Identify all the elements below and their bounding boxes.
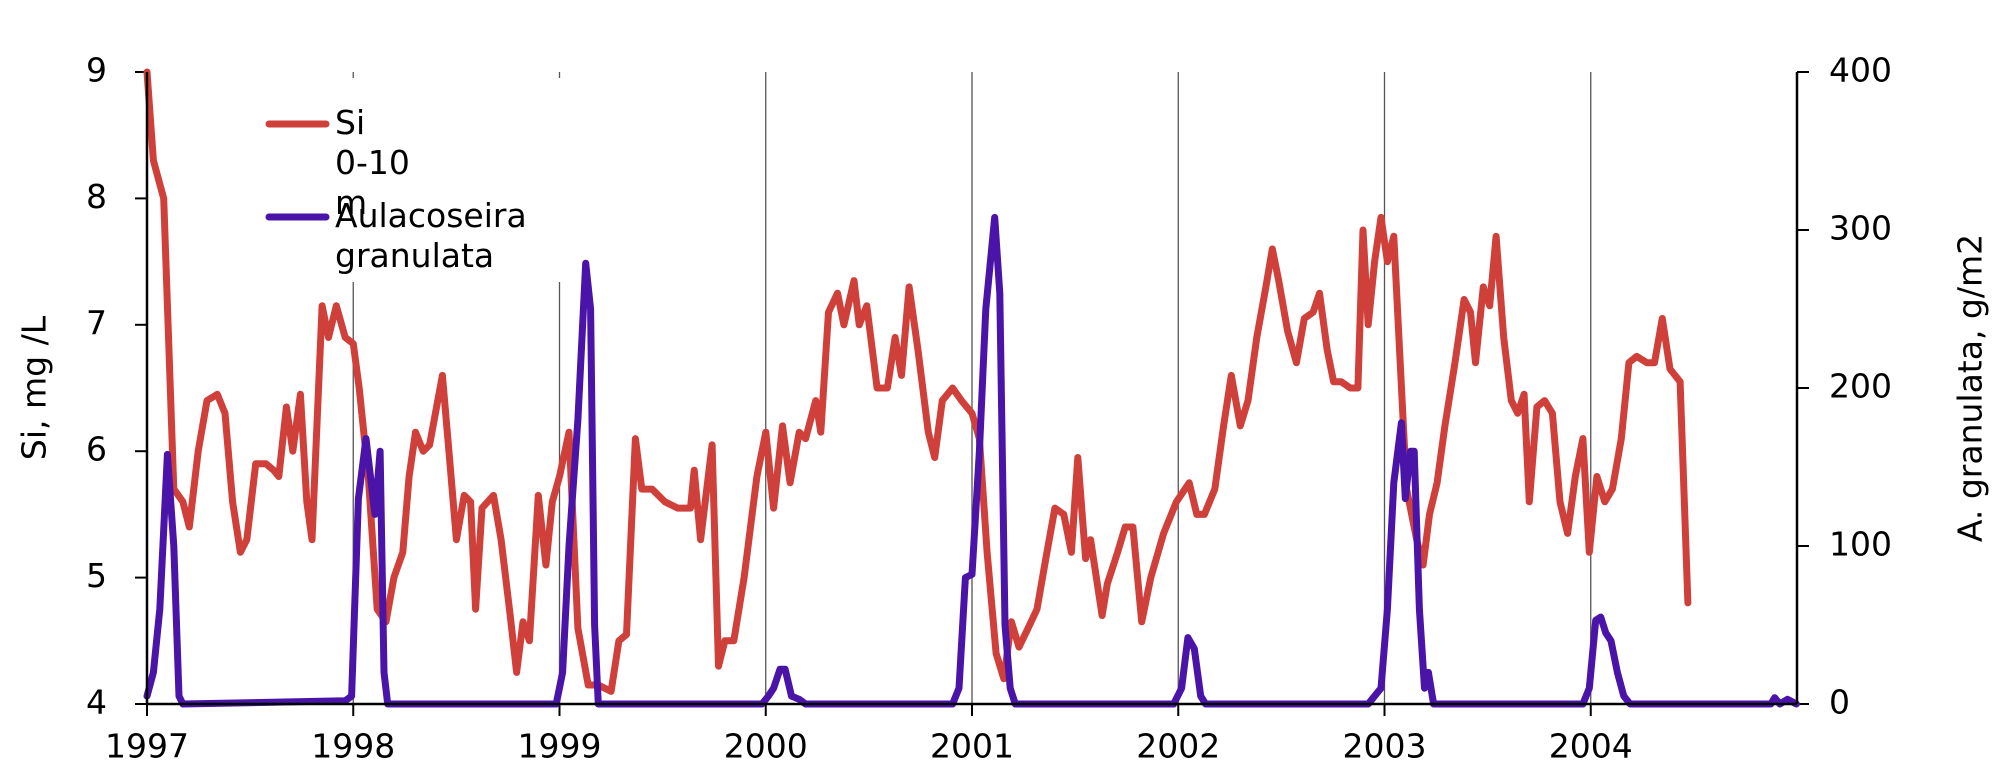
y-tick-label: 4 bbox=[86, 683, 107, 722]
y-tick-label: 7 bbox=[86, 303, 107, 342]
y2-tick-label: 300 bbox=[1829, 209, 1892, 248]
y2-axis-title: A. granulata, g/m2 bbox=[1951, 234, 1990, 542]
data-line bbox=[143, 213, 1800, 708]
y-tick-label: 8 bbox=[86, 177, 107, 216]
data-line bbox=[143, 68, 1692, 695]
x-tick-label: 2001 bbox=[930, 727, 1014, 766]
x-tick-label: 2002 bbox=[1136, 727, 1220, 766]
y2-tick-label: 0 bbox=[1829, 683, 1850, 722]
legend-label: Si 0-10 m bbox=[335, 103, 410, 222]
x-tick-label: 1998 bbox=[311, 727, 395, 766]
y-axis-title: Si, mg /L bbox=[15, 315, 54, 460]
x-tick-label: 1997 bbox=[105, 727, 189, 766]
y-tick-label: 9 bbox=[86, 51, 107, 90]
y2-tick-label: 200 bbox=[1829, 367, 1892, 406]
x-tick-label: 1999 bbox=[518, 727, 602, 766]
x-tick-label: 2003 bbox=[1343, 727, 1427, 766]
x-tick-label: 2004 bbox=[1549, 727, 1633, 766]
legend-label: Aulacoseira granulata bbox=[335, 196, 527, 275]
y-tick-label: 5 bbox=[86, 556, 107, 595]
x-tick-label: 2000 bbox=[724, 727, 808, 766]
y2-tick-label: 100 bbox=[1829, 525, 1892, 564]
legend-box bbox=[262, 78, 568, 282]
y2-tick-label: 400 bbox=[1829, 51, 1892, 90]
y-tick-label: 6 bbox=[86, 430, 107, 469]
